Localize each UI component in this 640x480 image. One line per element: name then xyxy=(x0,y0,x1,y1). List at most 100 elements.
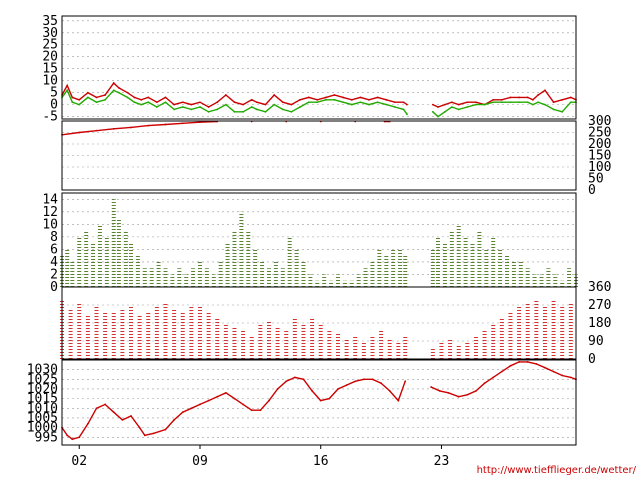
data-point xyxy=(86,96,89,99)
y-tick-label: 1010 xyxy=(27,401,58,416)
data-point xyxy=(126,91,129,94)
data-point xyxy=(173,108,176,111)
data-point xyxy=(404,380,407,383)
data-point xyxy=(190,103,193,106)
data-point xyxy=(337,388,339,390)
data-point xyxy=(307,101,310,104)
data-point xyxy=(393,106,396,108)
y-tick-label: 20 xyxy=(42,50,58,65)
data-point xyxy=(500,101,503,104)
data-point xyxy=(147,96,150,99)
y-tick-label: 15 xyxy=(42,62,58,77)
data-point xyxy=(86,91,89,94)
data-point xyxy=(71,438,74,441)
data-point xyxy=(526,101,529,104)
series-line xyxy=(61,82,577,108)
data-point xyxy=(181,411,184,414)
data-point xyxy=(457,395,460,398)
data-point xyxy=(164,123,167,126)
data-point xyxy=(437,115,439,118)
y-tick-label: 360 xyxy=(588,280,611,295)
panel-frame xyxy=(61,15,577,120)
data-point xyxy=(368,103,370,106)
data-point xyxy=(447,391,450,394)
data-point xyxy=(500,98,503,101)
data-point xyxy=(112,82,115,84)
data-point xyxy=(273,94,276,96)
data-point xyxy=(138,426,141,429)
series-1 xyxy=(61,120,391,136)
data-point xyxy=(537,94,539,96)
data-point xyxy=(388,390,391,392)
data-point xyxy=(264,103,267,106)
data-point xyxy=(95,129,98,132)
data-point xyxy=(457,108,460,111)
y-tick-label: 90 xyxy=(588,334,604,349)
data-point xyxy=(531,103,534,106)
series-1 xyxy=(60,199,578,287)
y-tick-label: 2 xyxy=(50,267,58,282)
data-point xyxy=(71,96,74,99)
data-point xyxy=(518,96,520,99)
data-point xyxy=(224,391,227,394)
data-point xyxy=(437,106,439,108)
y-tick-label: 1000 xyxy=(27,421,58,436)
panel-frame xyxy=(61,120,577,191)
y-tick-label: 25 xyxy=(42,38,58,53)
data-point xyxy=(402,108,405,111)
panel-frame xyxy=(61,192,577,288)
data-point xyxy=(173,418,176,421)
panel-frame xyxy=(61,286,577,360)
data-point xyxy=(475,101,477,104)
y-tick-label: 1025 xyxy=(27,372,58,387)
data-point xyxy=(359,101,362,104)
data-point xyxy=(376,96,379,99)
data-point xyxy=(526,361,529,363)
y-tick-label: 1020 xyxy=(27,382,58,397)
data-point xyxy=(535,362,538,365)
data-point xyxy=(143,434,146,437)
data-point xyxy=(466,106,469,108)
data-point xyxy=(444,103,446,106)
y-tick-label: 10 xyxy=(42,74,58,89)
y-tick-label: 30 xyxy=(42,26,58,41)
data-point xyxy=(216,101,219,104)
data-point xyxy=(397,399,400,402)
data-point xyxy=(256,101,258,104)
y-tick-label: 995 xyxy=(35,430,58,445)
data-point xyxy=(544,103,546,106)
x-axis-ticks: 02 09 16 23 xyxy=(71,445,449,469)
data-point xyxy=(376,101,379,104)
data-point xyxy=(256,108,258,111)
data-point xyxy=(350,103,353,106)
y-tick-label: 35 xyxy=(42,14,58,29)
series-1 xyxy=(61,361,577,441)
data-point xyxy=(140,103,143,106)
y-tick-label: 4 xyxy=(50,255,58,270)
data-point xyxy=(155,106,158,108)
data-point xyxy=(444,110,446,113)
data-point xyxy=(104,94,107,96)
data-point xyxy=(342,101,345,104)
credit-url: http://www.tiefflieger.de/wetter/ xyxy=(476,465,636,476)
data-point xyxy=(561,374,564,377)
data-point xyxy=(164,101,167,104)
data-point xyxy=(264,110,267,113)
data-point xyxy=(66,84,69,87)
data-point xyxy=(483,103,486,106)
data-point xyxy=(368,98,370,101)
data-point xyxy=(466,101,469,104)
y-tick-label: 12 xyxy=(42,205,58,220)
data-point xyxy=(311,390,314,392)
data-point xyxy=(293,376,296,379)
y-tick-label: 1005 xyxy=(27,411,58,426)
y-tick-label: 0 xyxy=(588,352,596,367)
data-point xyxy=(233,397,236,400)
data-point xyxy=(126,96,129,99)
y-tick-label: 270 xyxy=(588,298,611,313)
data-point xyxy=(233,101,236,104)
